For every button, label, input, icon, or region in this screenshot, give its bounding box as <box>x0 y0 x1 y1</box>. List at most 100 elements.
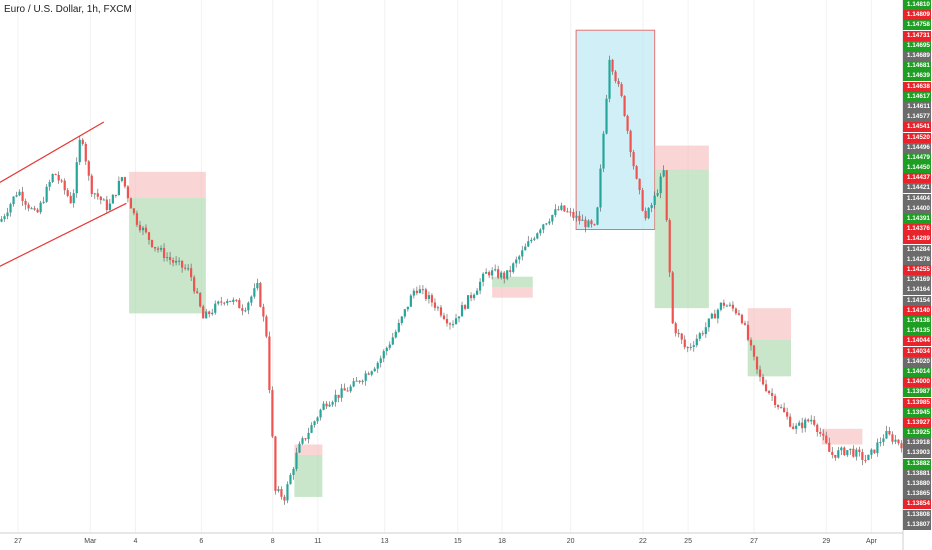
candle-up <box>810 419 813 422</box>
long-zone <box>294 455 323 497</box>
price-tag: 1.14140 <box>903 305 931 316</box>
short-zone <box>294 444 323 456</box>
candle-up <box>322 403 325 410</box>
candle-down <box>740 314 744 324</box>
price-tag: 1.14284 <box>903 244 931 255</box>
candle-down <box>162 247 166 258</box>
candle-up <box>187 268 190 270</box>
candle-up <box>710 313 713 319</box>
candle-up <box>174 260 178 263</box>
candle-down <box>202 306 205 319</box>
candle-down <box>171 260 175 263</box>
candle-down <box>337 394 340 398</box>
candle-down <box>773 395 777 406</box>
short-zone <box>747 308 792 340</box>
candle-up <box>385 347 388 352</box>
candle-down <box>509 270 512 272</box>
candle-up <box>253 288 256 297</box>
candle-down <box>623 95 626 116</box>
price-tag: 1.14138 <box>903 315 931 326</box>
candle-up <box>518 256 521 260</box>
candle-up <box>560 205 563 210</box>
candle-up <box>93 193 96 195</box>
candle-down <box>415 290 418 294</box>
short-zone <box>492 287 533 298</box>
candle-up <box>3 216 6 220</box>
candle-up <box>587 220 590 228</box>
candle-down <box>283 496 286 501</box>
candle-down <box>27 204 30 209</box>
candle-down <box>731 304 735 309</box>
candle-down <box>626 115 629 131</box>
candle-up <box>232 299 235 302</box>
short-zone <box>654 145 709 170</box>
candle-down <box>21 191 24 201</box>
candle-up <box>388 344 391 348</box>
candle-up <box>307 432 310 440</box>
candle-up <box>310 425 313 433</box>
short-zone <box>821 428 863 445</box>
candle-up <box>472 294 476 299</box>
candle-down <box>770 393 774 396</box>
candle-up <box>536 233 539 239</box>
price-tag: 1.14695 <box>903 40 931 51</box>
candle-up <box>527 241 530 247</box>
time-tick-label: 27 <box>14 538 22 545</box>
candle-down <box>858 449 861 453</box>
price-tag: 1.13987 <box>903 387 931 398</box>
candle-down <box>644 210 647 219</box>
candle-up <box>692 345 695 347</box>
price-tag: 1.14034 <box>903 346 931 357</box>
candle-down <box>235 299 238 301</box>
candle-down <box>229 300 232 302</box>
chart-title: Euro / U.S. Dollar, 1h, FXCM <box>4 4 132 15</box>
candle-up <box>879 442 882 444</box>
candle-down <box>888 430 891 435</box>
candle-down <box>593 224 596 226</box>
time-tick-label: Apr <box>865 538 877 545</box>
time-tick-label: 20 <box>566 538 575 545</box>
price-tag: 1.14809 <box>903 10 931 21</box>
candle-up <box>328 404 331 407</box>
candle-down <box>671 272 674 324</box>
candle-up <box>427 295 431 299</box>
candle-down <box>900 443 903 449</box>
candle-down <box>156 248 160 250</box>
candle-up <box>400 316 403 324</box>
long-zone <box>129 198 206 314</box>
candle-down <box>743 323 747 325</box>
candle-down <box>746 324 750 340</box>
candle-up <box>165 257 169 259</box>
candle-up <box>521 250 524 257</box>
candle-down <box>114 194 117 196</box>
price-tag: 1.14000 <box>903 377 931 388</box>
candle-up <box>599 168 602 208</box>
candle-up <box>370 371 373 375</box>
candle-down <box>701 333 704 335</box>
price-tag: 1.14169 <box>903 275 931 286</box>
candle-up <box>650 204 653 209</box>
candle-down <box>36 209 39 213</box>
candle-down <box>807 419 810 422</box>
candle-up <box>72 193 75 204</box>
candle-down <box>241 308 244 311</box>
candle-up <box>211 312 214 315</box>
price-tag: 1.14164 <box>903 285 931 296</box>
price-tag: 1.14044 <box>903 336 931 347</box>
candle-down <box>843 447 846 456</box>
price-tag: 1.14154 <box>903 295 931 306</box>
candle-up <box>533 238 536 240</box>
candle-up <box>45 186 48 202</box>
candle-up <box>364 373 367 381</box>
candle-up <box>551 214 554 222</box>
time-tick-label: 4 <box>133 538 138 545</box>
candle-up <box>581 219 584 221</box>
candle-up <box>117 180 120 195</box>
price-tag: 1.14731 <box>903 30 931 41</box>
candle-up <box>108 203 111 211</box>
candle-down <box>265 316 268 337</box>
candle-down <box>680 333 683 340</box>
candle-up <box>120 177 124 181</box>
candle-up <box>340 388 343 398</box>
